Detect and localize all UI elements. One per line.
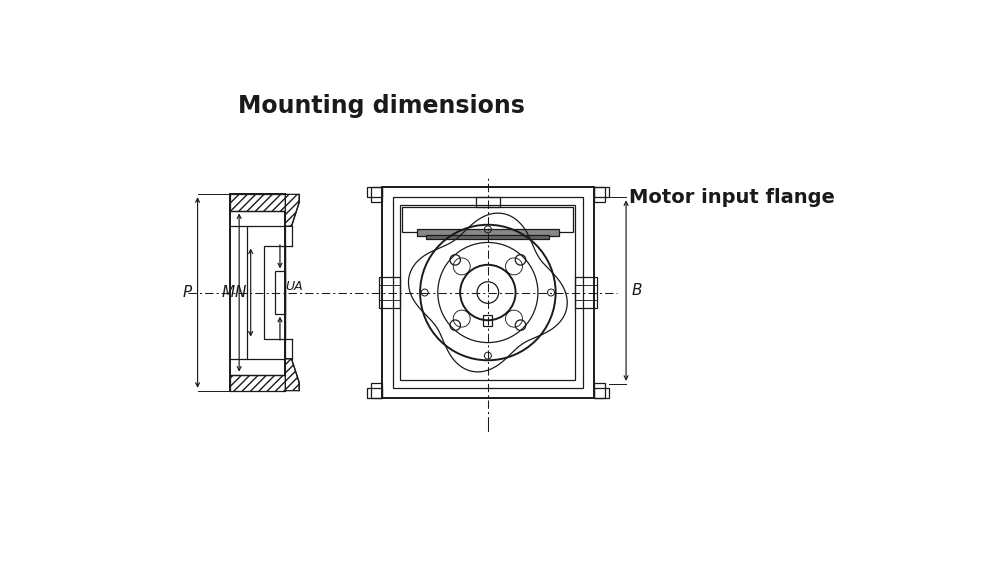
Polygon shape — [285, 359, 299, 391]
Bar — [575, 277, 597, 308]
Bar — [230, 195, 285, 210]
Bar — [247, 226, 285, 359]
Bar — [264, 245, 285, 340]
Text: P: P — [182, 285, 191, 300]
Bar — [275, 271, 285, 314]
Bar — [379, 277, 400, 308]
Bar — [400, 205, 575, 380]
Bar — [402, 208, 573, 232]
Bar — [230, 195, 285, 391]
Text: B: B — [632, 283, 642, 298]
Bar — [426, 235, 549, 239]
Text: Mounting dimensions: Mounting dimensions — [238, 94, 525, 118]
Bar — [417, 229, 559, 236]
Bar — [230, 374, 285, 391]
Text: Motor input flange: Motor input flange — [629, 188, 835, 207]
Polygon shape — [285, 195, 299, 226]
Text: UA: UA — [286, 280, 303, 293]
Bar — [393, 197, 583, 387]
Text: N: N — [234, 285, 246, 300]
Bar — [476, 197, 500, 208]
Bar — [382, 187, 594, 398]
Bar — [483, 315, 492, 327]
Text: M: M — [222, 285, 235, 300]
